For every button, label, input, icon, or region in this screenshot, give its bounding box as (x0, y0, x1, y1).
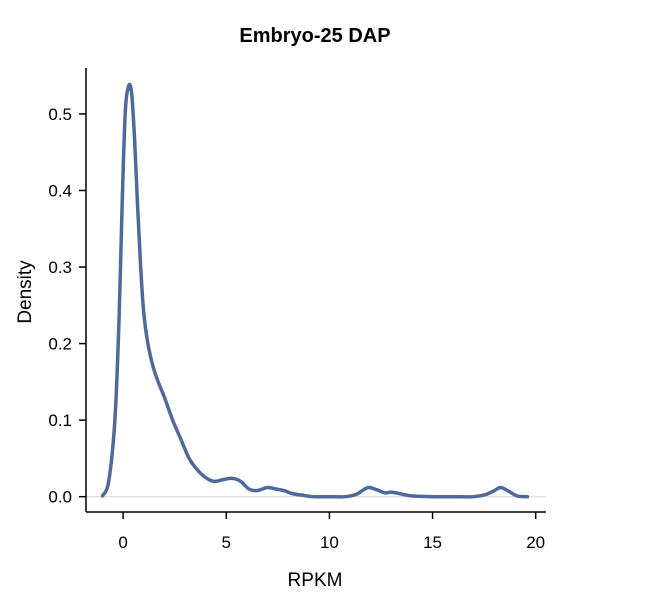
y-tick-label: 0.1 (48, 411, 72, 430)
x-tick-label: 10 (320, 533, 339, 552)
y-tick-label: 0.2 (48, 335, 72, 354)
y-axis-ticks: 0.0 0.1 0.2 0.3 0.4 0.5 (48, 105, 86, 507)
chart-title: Embryo-25 DAP (239, 25, 390, 47)
x-tick-label: 20 (526, 533, 545, 552)
x-tick-label: 0 (118, 533, 127, 552)
x-tick-label: 15 (423, 533, 442, 552)
x-axis-title: RPKM (288, 570, 343, 591)
x-tick-label: 5 (222, 533, 231, 552)
y-tick-label: 0.5 (48, 105, 72, 124)
x-axis-ticks: 0 5 10 15 20 (118, 512, 545, 552)
y-tick-label: 0.3 (48, 258, 72, 277)
y-tick-label: 0.4 (48, 181, 72, 200)
density-curve (100, 82, 530, 499)
y-axis-title: Density (15, 260, 36, 324)
y-tick-label: 0.0 (48, 488, 72, 507)
